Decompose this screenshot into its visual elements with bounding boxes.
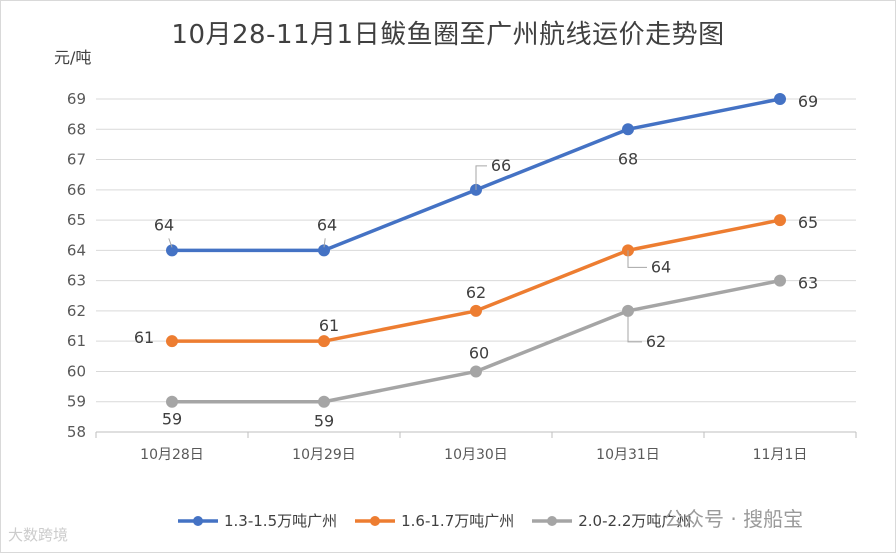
data-point [622, 123, 634, 136]
data-point [166, 335, 178, 348]
label-leader [627, 250, 647, 268]
data-point [470, 365, 482, 378]
data-label: 63 [798, 274, 818, 293]
y-tick-label: 67 [67, 151, 86, 169]
data-point [470, 304, 482, 317]
data-label: 64 [651, 257, 671, 276]
legend-item: 1.6-1.7万吨广州 [355, 510, 514, 531]
data-label: 69 [798, 92, 818, 111]
x-tick-label: 11月1日 [753, 447, 808, 463]
y-tick-label: 61 [67, 332, 86, 350]
x-tick-label: 10月31日 [596, 447, 660, 463]
data-point [774, 274, 786, 287]
legend-item: 2.0-2.2万吨广州 [532, 510, 691, 531]
data-label: 59 [162, 410, 182, 429]
y-tick-label: 65 [67, 211, 86, 229]
y-tick-label: 63 [67, 272, 86, 290]
label-leader [323, 238, 326, 248]
data-label: 64 [154, 215, 174, 234]
data-label: 61 [319, 316, 339, 335]
y-tick-label: 69 [67, 90, 86, 108]
data-label: 64 [317, 215, 337, 234]
label-leader [475, 165, 487, 190]
data-point [318, 335, 330, 348]
watermark-right: 公众号 · 搜船宝 [664, 507, 804, 531]
x-tick-label: 10月28日 [140, 447, 204, 463]
legend-swatch [532, 515, 573, 526]
data-label: 60 [469, 343, 489, 362]
legend-swatch [178, 515, 218, 526]
y-tick-label: 64 [67, 241, 86, 259]
y-tick-label: 60 [67, 362, 86, 380]
data-label: 65 [798, 213, 818, 232]
watermark-left: 大数跨境 [8, 526, 69, 544]
x-tick-label: 10月30日 [444, 447, 508, 463]
legend-label: 1.6-1.7万吨广州 [401, 512, 515, 530]
data-point [166, 395, 178, 408]
data-label: 62 [646, 332, 666, 351]
y-axis-unit: 元/吨 [54, 48, 92, 67]
y-tick-label: 66 [67, 181, 86, 199]
y-tick-label: 68 [67, 120, 86, 138]
y-tick-label: 58 [67, 423, 86, 441]
y-tick-label: 59 [67, 393, 86, 411]
data-point [318, 395, 330, 408]
data-label: 62 [466, 283, 486, 302]
legend-label: 2.0-2.2万吨广州 [578, 512, 692, 530]
legend-label: 1.3-1.5万吨广州 [224, 512, 338, 530]
data-label: 59 [314, 412, 334, 431]
chart-title: 10月28-11月1日鲅鱼圈至广州航线运价走势图 [171, 20, 725, 50]
data-label: 61 [134, 328, 154, 347]
label-leader [627, 310, 642, 343]
chart-legend: 1.3-1.5万吨广州 1.6-1.7万吨广州 2.0-2.2万吨广州 [178, 510, 709, 531]
label-leader [168, 238, 173, 248]
data-label: 68 [618, 149, 638, 168]
x-tick-label: 10月29日 [292, 447, 356, 463]
legend-item: 1.3-1.5万吨广州 [178, 510, 337, 531]
y-tick-label: 62 [67, 302, 86, 320]
data-point [774, 93, 786, 105]
data-point [774, 214, 786, 227]
legend-swatch [355, 515, 396, 526]
data-point [166, 244, 178, 257]
data-label: 66 [491, 156, 511, 175]
